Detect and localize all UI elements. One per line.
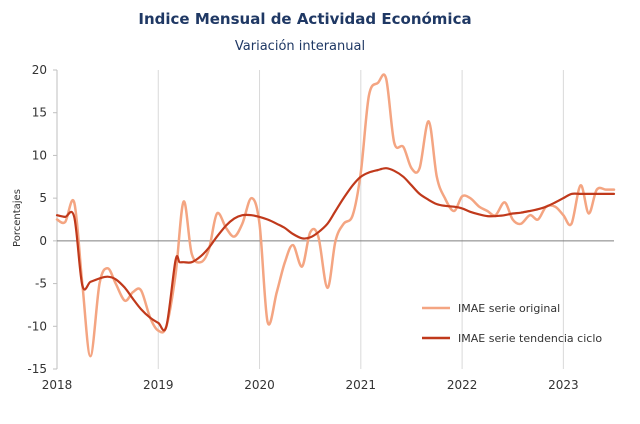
- x-tick-label: 2019: [143, 378, 174, 392]
- x-tick-label: 2020: [244, 378, 275, 392]
- y-axis-tick-labels: -15 -10 -5 0 5 10 15 20: [27, 63, 47, 376]
- series-lines: [55, 73, 616, 358]
- series-line-original: [55, 73, 616, 358]
- axes: [53, 69, 614, 370]
- y-tick-label: 5: [39, 191, 47, 205]
- x-tick-label: 2018: [42, 378, 73, 392]
- y-axis-title: Porcentajes: [12, 189, 23, 247]
- x-axis-tick-labels: 2018 2019 2020 2021 2022 2023: [42, 378, 579, 392]
- chart-title: Indice Mensual de Actividad Económica: [138, 10, 471, 28]
- legend-label-trend: IMAE serie tendencia ciclo: [458, 332, 602, 345]
- x-tick-label: 2021: [346, 378, 377, 392]
- y-tick-label: 15: [32, 106, 47, 120]
- y-tick-label: 0: [39, 234, 47, 248]
- legend: IMAE serie original IMAE serie tendencia…: [422, 302, 602, 345]
- chart-subtitle: Variación interanual: [235, 39, 365, 54]
- y-tick-label: -5: [35, 277, 47, 291]
- series-line-trend: [55, 167, 616, 332]
- x-tick-label: 2023: [548, 378, 579, 392]
- y-tick-label: 20: [32, 63, 47, 77]
- y-tick-label: -10: [27, 319, 47, 333]
- vertical-gridlines: [56, 70, 564, 369]
- y-tick-label: -15: [27, 362, 47, 376]
- x-tick-label: 2022: [447, 378, 478, 392]
- legend-label-original: IMAE serie original: [458, 302, 560, 315]
- y-tick-label: 10: [32, 148, 47, 162]
